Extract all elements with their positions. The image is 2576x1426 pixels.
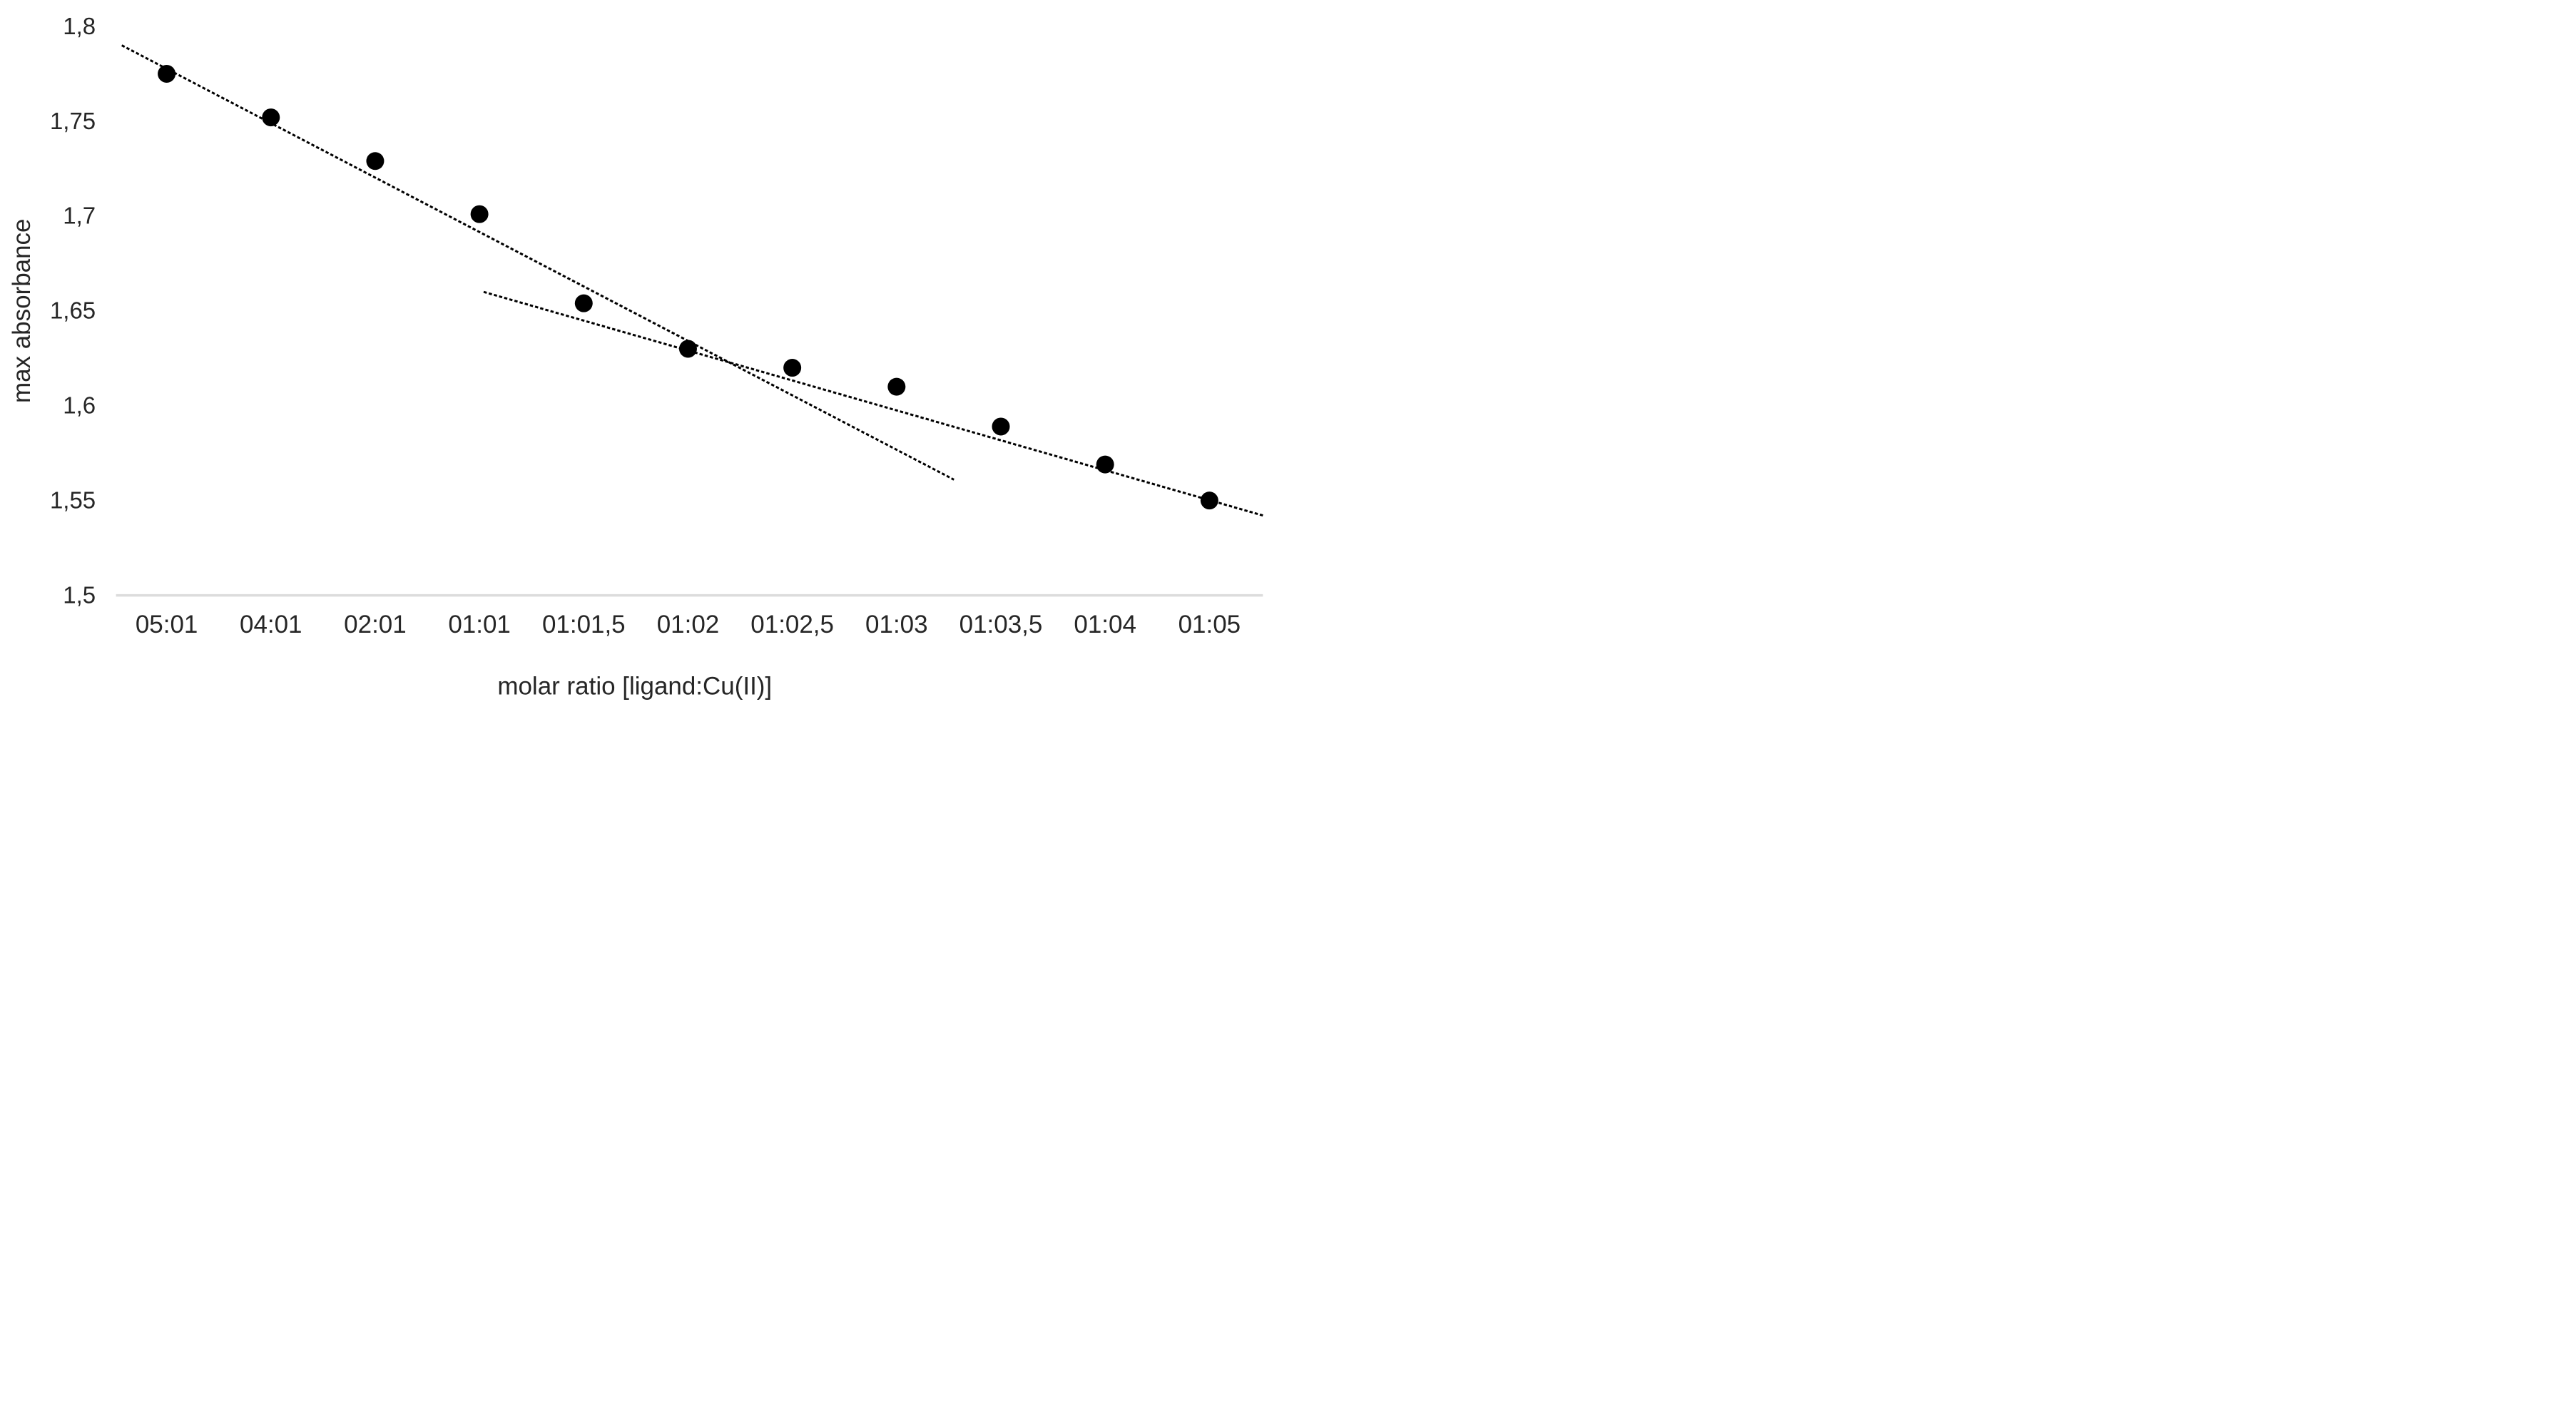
x-axis-title: molar ratio [ligand:Cu(II)] (497, 673, 772, 701)
data-point (678, 340, 697, 358)
x-tick-label: 01:02,5 (750, 611, 834, 638)
data-point (158, 64, 176, 83)
y-tick-label: 1,55 (50, 487, 96, 514)
molar-ratio-absorbance-chart: 1,8 1,75 1,7 1,65 1,6 1,55 1,5 05:01 04:01 02:01… (8, 13, 1264, 701)
x-tick-label: 05:01 (136, 611, 198, 638)
y-axis-tick-labels: 1,8 1,75 1,7 1,65 1,6 1,55 1,5 (50, 13, 96, 608)
y-tick-label: 1,75 (50, 108, 96, 134)
x-tick-label: 01:05 (1178, 611, 1241, 638)
trendlines-layer (121, 44, 1264, 517)
x-tick-label: 04:01 (240, 611, 302, 638)
y-tick-label: 1,8 (63, 13, 96, 39)
x-tick-label: 01:01 (448, 611, 511, 638)
chart-figure: 1,8 1,75 1,7 1,65 1,6 1,55 1,5 05:01 04:01 02:01… (0, 0, 1288, 713)
data-point (262, 108, 280, 127)
y-axis-title: max absorbance (8, 219, 36, 404)
data-point (992, 417, 1010, 436)
y-tick-label: 1,7 (63, 203, 96, 229)
data-point (887, 377, 906, 396)
x-tick-label: 01:02 (657, 611, 720, 638)
y-tick-label: 1,6 (63, 392, 96, 419)
data-point (783, 359, 802, 377)
shallow-trendline (483, 290, 1264, 517)
x-tick-label: 01:04 (1074, 611, 1136, 638)
data-point (366, 152, 385, 170)
steep-trendline (121, 44, 954, 481)
x-tick-label: 01:03,5 (959, 611, 1043, 638)
data-point (1200, 492, 1218, 510)
x-axis-tick-labels: 05:01 04:01 02:01 01:01 01:01,5 01:02 01:02,5 0… (136, 611, 1241, 638)
data-point (1096, 455, 1114, 474)
y-tick-label: 1,65 (50, 297, 96, 324)
data-point (470, 205, 489, 223)
data-points-layer (158, 64, 1218, 510)
x-tick-label: 01:01,5 (542, 611, 626, 638)
x-tick-label: 02:01 (344, 611, 407, 638)
y-tick-label: 1,5 (63, 581, 96, 608)
x-tick-label: 01:03 (865, 611, 928, 638)
data-point (574, 294, 593, 312)
